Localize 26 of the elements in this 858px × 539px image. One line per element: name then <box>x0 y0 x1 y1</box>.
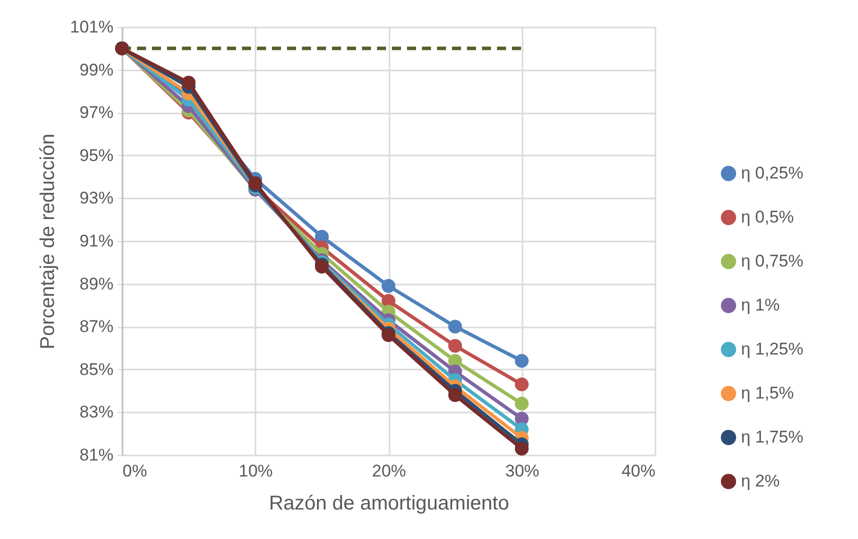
y-tick-label: 101% <box>70 18 114 36</box>
legend-label: η 0,25% <box>741 164 804 182</box>
legend-label: η 2% <box>741 472 780 490</box>
legend-label: η 0,75% <box>741 252 804 270</box>
x-tick-label: 0% <box>122 462 148 480</box>
legend-label: η 1,25% <box>741 340 804 358</box>
y-tick-label: 91% <box>79 232 114 250</box>
y-tick-label: 83% <box>79 402 114 422</box>
x-tick-label: 30% <box>505 462 540 480</box>
y-tick-label: 99% <box>79 60 114 80</box>
y-tick-label: 87% <box>79 317 114 336</box>
y-tick-label: 93% <box>79 188 114 208</box>
y-tick-label: 95% <box>79 146 114 165</box>
x-tick-label: 40% <box>621 462 656 480</box>
y-tick-label: 85% <box>79 360 114 379</box>
legend-label: η 0,5% <box>741 208 794 226</box>
y-tick-label: 97% <box>79 103 114 122</box>
x-tick-label: 20% <box>372 462 406 480</box>
x-tick-label: 10% <box>238 462 273 480</box>
legend-label: η 1,75% <box>741 428 804 446</box>
legend-label: η 1% <box>741 296 780 314</box>
x-axis-title: Razón de amortiguamiento <box>268 492 510 514</box>
y-axis-title: Porcentaje de reducción <box>37 134 60 350</box>
legend-label: η 1,5% <box>741 384 794 402</box>
y-tick-label: 81% <box>79 446 114 464</box>
y-tick-label: 89% <box>79 274 114 294</box>
